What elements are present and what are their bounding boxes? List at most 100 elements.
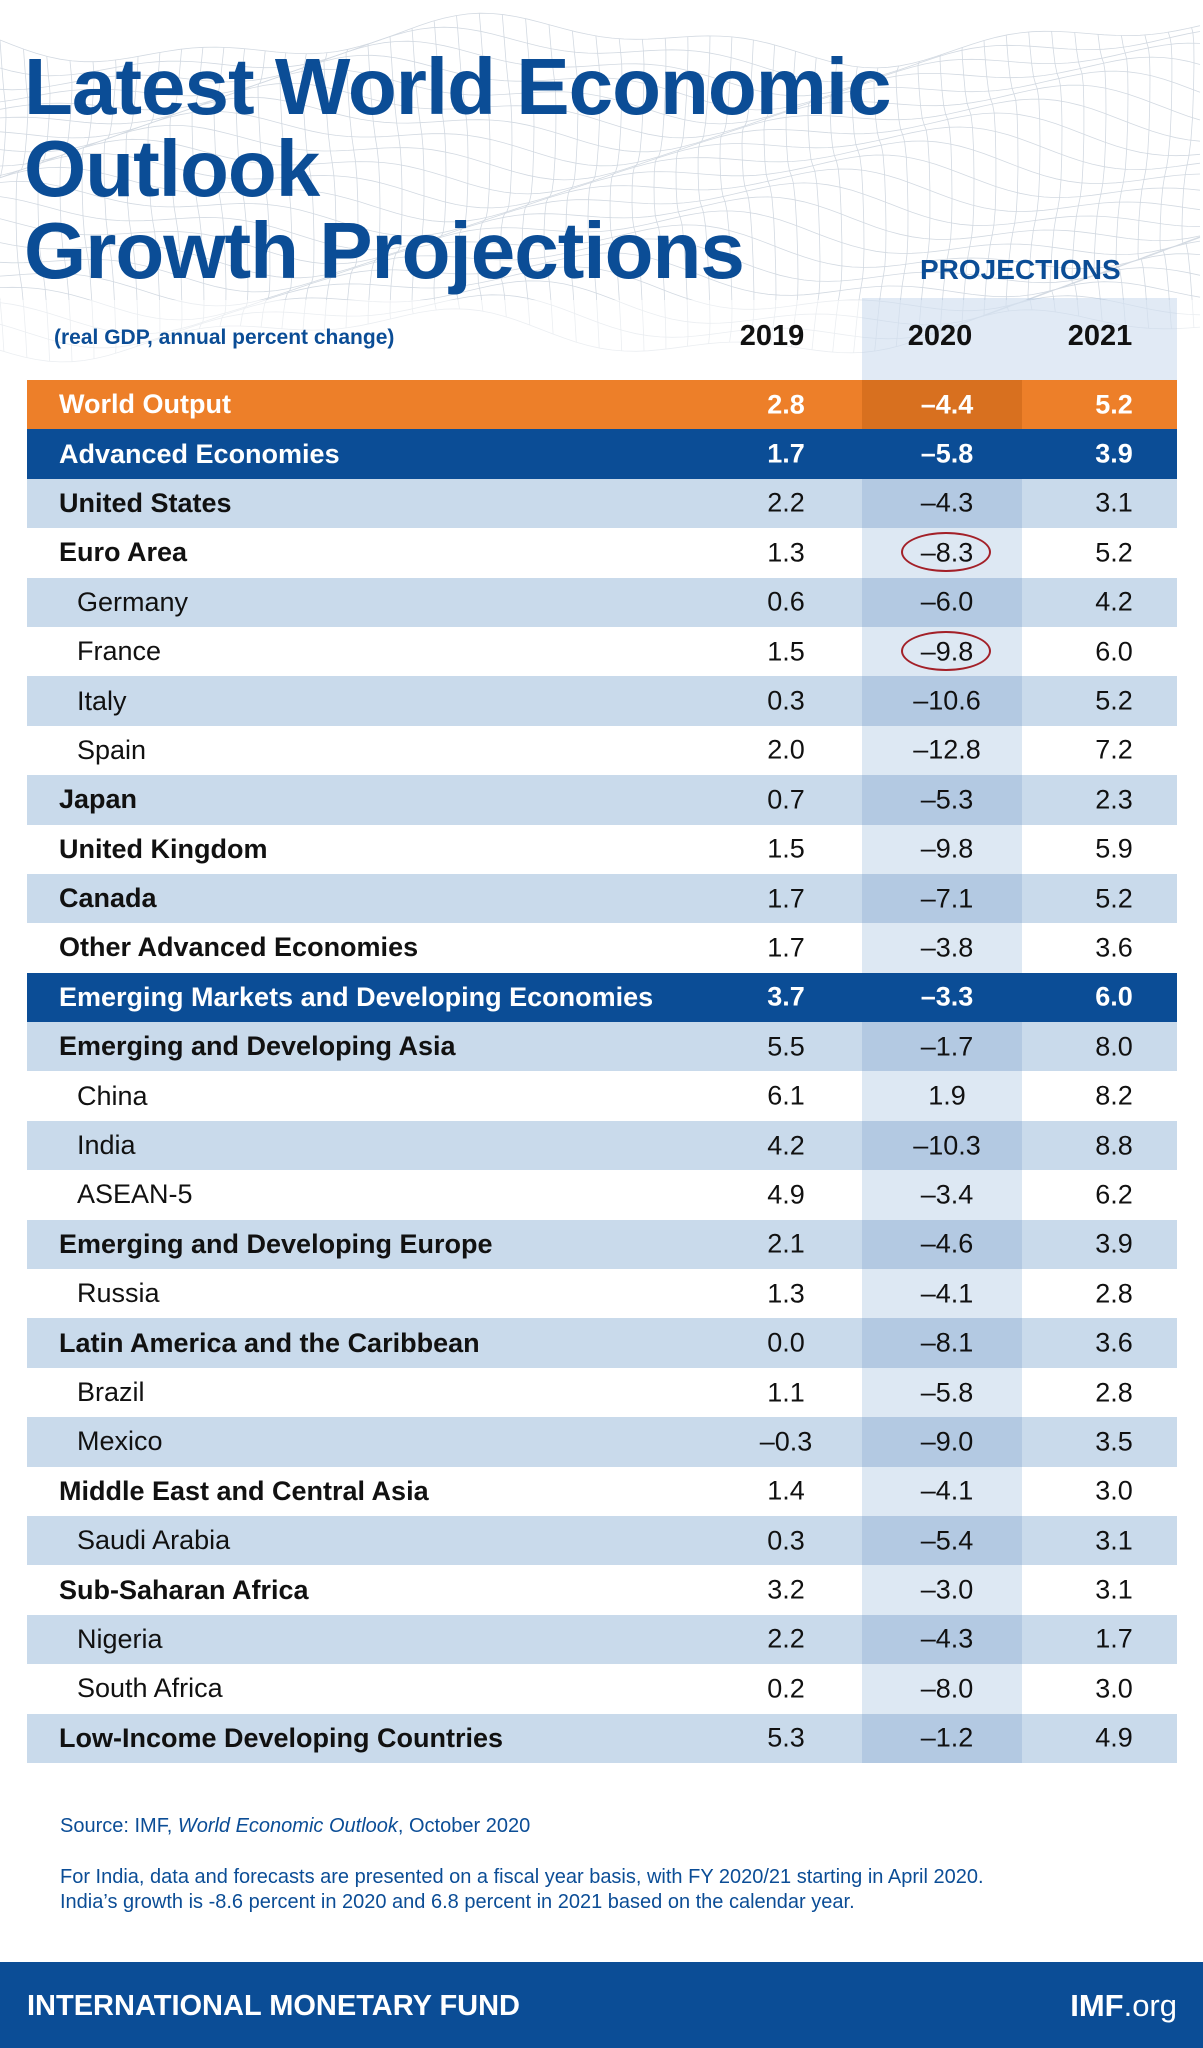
mesh-line — [0, 96, 1201, 153]
value-cell-2021: 3.9 — [1095, 438, 1133, 469]
table-row: Sub-Saharan Africa 3.2 –3.0 3.1 — [27, 1565, 1177, 1615]
row-label: Euro Area — [59, 537, 188, 568]
value-cell-2019: 2.2 — [767, 1623, 805, 1654]
row-label: Nigeria — [77, 1623, 163, 1654]
value-cell-2019: 1.5 — [767, 636, 805, 667]
value-cell-2020: –7.1 — [920, 883, 974, 914]
value-cell-2019: 1.7 — [767, 438, 805, 469]
value-cell-2020: –4.6 — [920, 1228, 974, 1259]
projection-cell-bg — [1022, 824, 1177, 874]
mesh-line — [0, 26, 1201, 83]
table-row: Brazil 1.1 –5.8 2.8 — [27, 1367, 1177, 1418]
mesh-line — [719, 36, 733, 343]
value-cell-2019: 2.8 — [767, 389, 805, 420]
mesh-line — [1071, 32, 1085, 317]
row-label: Other Advanced Economies — [59, 932, 419, 963]
projection-cell-bg — [862, 1367, 1022, 1418]
highlight-circle — [901, 532, 991, 573]
mesh-line — [0, 39, 7, 352]
value-cell-2021: 3.6 — [1095, 932, 1133, 963]
mesh-line — [433, 20, 447, 310]
table-row: Middle East and Central Asia 1.4 –4.1 3.0 — [27, 1466, 1177, 1516]
value-cell-2021: 3.1 — [1095, 1574, 1133, 1605]
value-cell-2021: 8.2 — [1095, 1080, 1133, 1111]
value-cell-2019: 2.0 — [767, 734, 805, 765]
mesh-line — [345, 49, 359, 328]
projection-cell-bg — [862, 1664, 1022, 1714]
projection-cell-bg — [862, 1466, 1022, 1516]
source-publication: World Economic Outlook — [177, 1815, 398, 1837]
value-cell-2019: 2.1 — [767, 1228, 805, 1259]
value-cell-2021: 5.2 — [1095, 685, 1133, 716]
row-label: Mexico — [77, 1426, 163, 1457]
projection-cell-bg — [862, 923, 1022, 973]
projection-cell-bg — [1022, 528, 1177, 578]
row-label: China — [77, 1080, 148, 1111]
row-label: India — [77, 1130, 136, 1161]
footer-site-link[interactable]: IMF.org — [1070, 1988, 1177, 2024]
mesh-line — [499, 14, 513, 317]
projection-cell-bg — [862, 824, 1022, 874]
projection-cell-bg — [862, 1565, 1022, 1615]
value-cell-2021: 3.6 — [1095, 1327, 1133, 1358]
mesh-line — [81, 61, 95, 359]
projection-cell-bg — [1022, 1219, 1177, 1270]
value-cell-2019: 2.2 — [767, 487, 805, 518]
value-cell-2021: 3.1 — [1095, 487, 1133, 518]
table-row: Emerging and Developing Europe 2.1 –4.6 3.9 — [27, 1219, 1177, 1270]
projection-cell-bg — [862, 1219, 1022, 1270]
value-cell-2020: –12.8 — [913, 734, 981, 765]
value-cell-2019: 5.3 — [767, 1722, 805, 1753]
mesh-line — [257, 50, 271, 328]
projection-cell-bg — [862, 380, 1022, 430]
value-cell-2019: 0.7 — [767, 784, 805, 815]
mesh-line — [0, 196, 1201, 251]
wave-mesh-background — [0, 12, 1203, 380]
highlight-circle — [901, 630, 991, 671]
source-suffix: , October 2020 — [397, 1815, 531, 1837]
projection-cell-bg — [1022, 1614, 1177, 1665]
value-cell-2019: 4.2 — [767, 1130, 805, 1161]
mesh-line — [1027, 31, 1041, 310]
mesh-lines — [0, 12, 1201, 363]
projection-cell-bg — [1022, 725, 1177, 776]
row-label: Japan — [59, 784, 138, 815]
value-cell-2021: 6.0 — [1095, 636, 1133, 667]
projection-cell-bg — [1022, 1565, 1177, 1615]
projection-cell-bg — [1022, 1417, 1177, 1467]
projection-cell-bg — [1022, 1367, 1177, 1418]
value-cell-2019: 3.7 — [767, 981, 805, 1012]
table-row: India 4.2 –10.3 8.8 — [27, 1120, 1177, 1171]
mesh-line — [0, 125, 1201, 181]
value-cell-2020: –6.0 — [920, 586, 974, 617]
value-cell-2019: –0.3 — [759, 1426, 813, 1457]
value-cell-2020: –4.1 — [920, 1475, 974, 1506]
row-label: ASEAN-5 — [77, 1179, 193, 1210]
row-label: United Kingdom — [59, 833, 268, 864]
mesh-line — [1137, 34, 1151, 329]
mesh-line — [521, 18, 535, 326]
value-cell-2021: 6.0 — [1095, 981, 1133, 1012]
table-row: Mexico –0.3 –9.0 3.5 — [27, 1417, 1177, 1467]
value-cell-2019: 1.7 — [767, 932, 805, 963]
mesh-line — [301, 53, 315, 331]
row-label: Latin America and the Caribbean — [59, 1327, 480, 1358]
mesh-line — [37, 56, 51, 362]
mesh-line — [0, 40, 1201, 97]
row-label: Canada — [59, 883, 157, 914]
mesh-line — [1181, 27, 1195, 328]
mesh-line — [873, 67, 887, 352]
row-label: Low-Income Developing Countries — [59, 1722, 504, 1753]
mesh-line — [675, 36, 689, 347]
projection-cell-bg — [862, 1170, 1022, 1220]
projection-cell-bg — [1022, 1515, 1177, 1566]
value-cell-2021: 5.2 — [1095, 537, 1133, 568]
mesh-line — [323, 52, 337, 330]
year-header-2019: 2019 — [739, 320, 805, 352]
title-line-2: Growth Projections — [24, 206, 745, 295]
value-cell-2019: 1.7 — [767, 883, 805, 914]
projection-cell-bg — [862, 1269, 1022, 1319]
projection-cell-bg — [1022, 1713, 1177, 1763]
value-cell-2019: 1.1 — [767, 1377, 805, 1407]
value-cell-2021: 8.8 — [1095, 1130, 1133, 1161]
